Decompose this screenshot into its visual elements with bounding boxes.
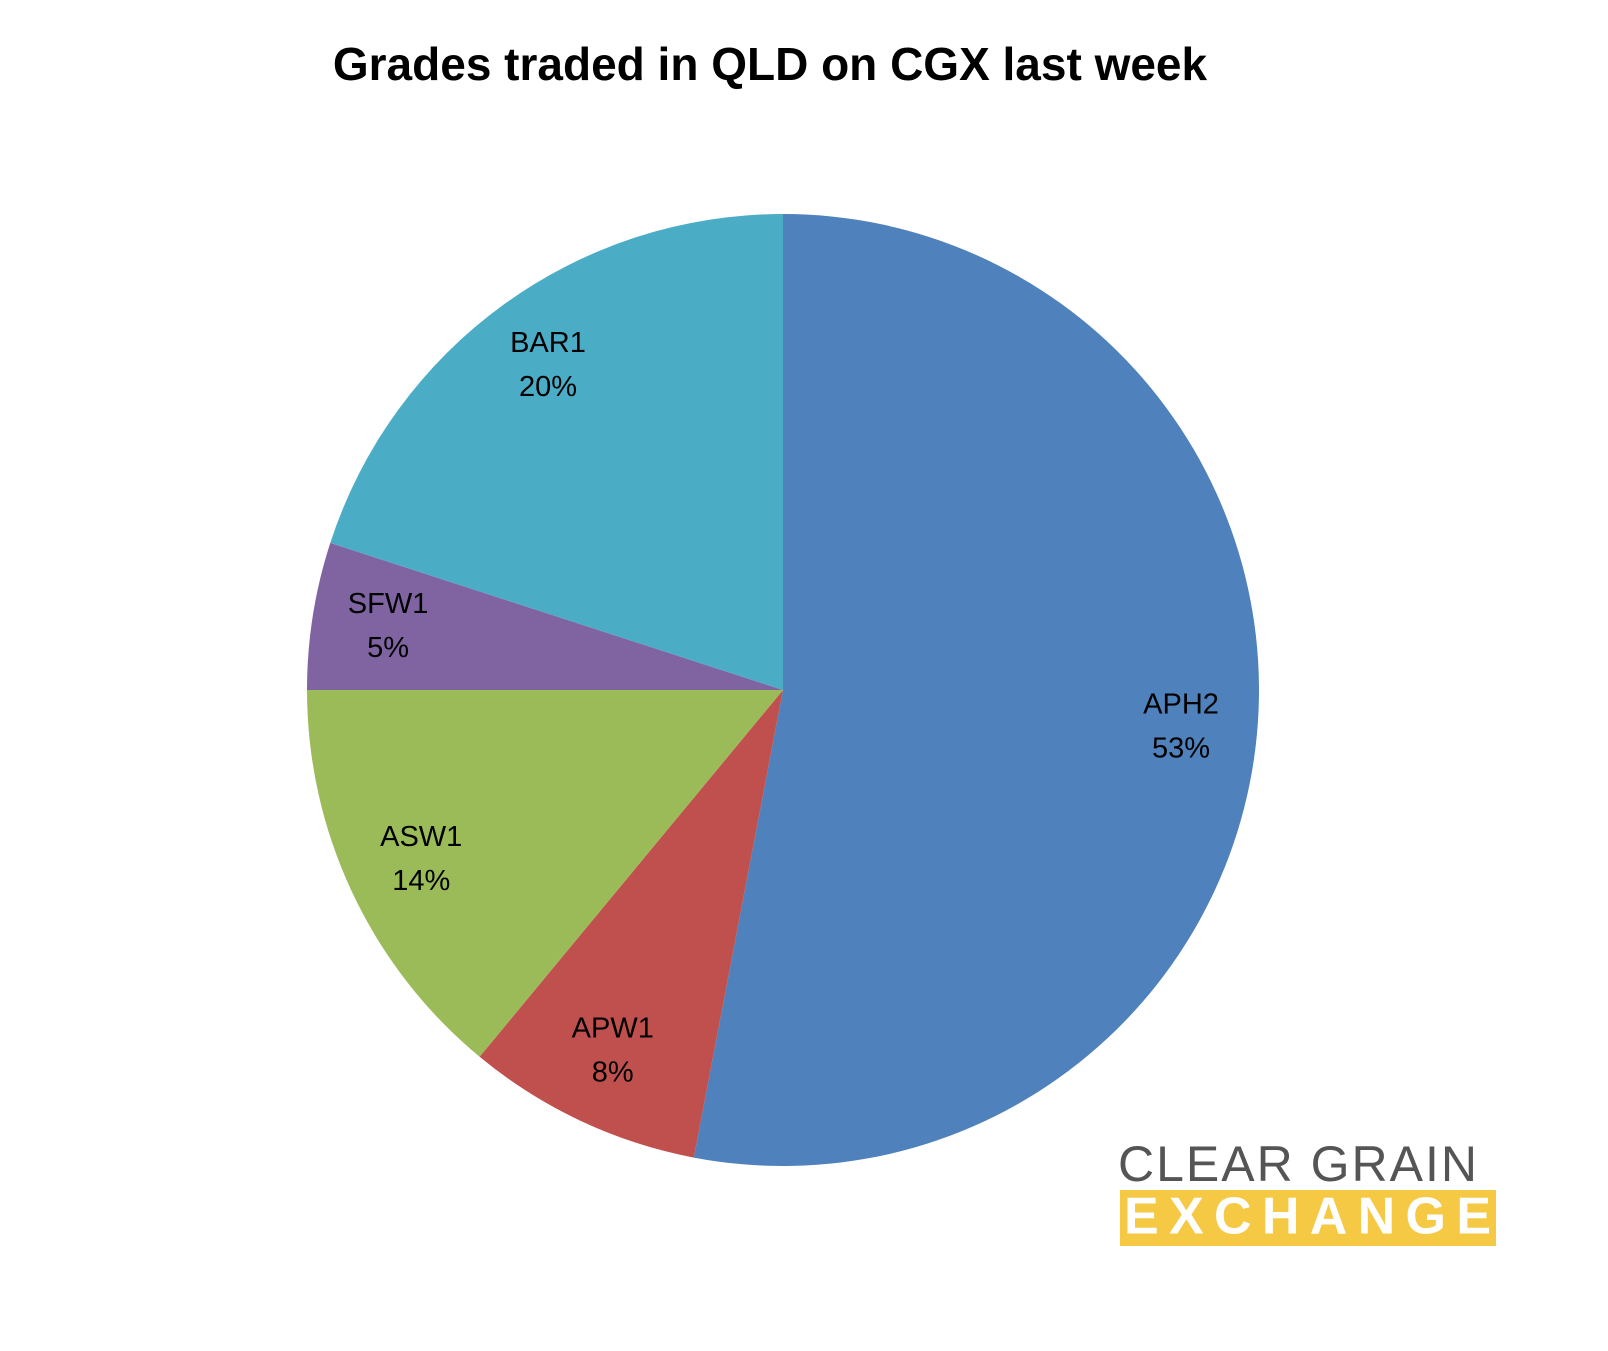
logo: CLEAR GRAIN EXCHANGE bbox=[1118, 1136, 1496, 1246]
slice-value-label: 5% bbox=[367, 632, 409, 664]
slice-value-label: 8% bbox=[592, 1056, 634, 1088]
pie-slice bbox=[330, 214, 783, 690]
chart-title: Grades traded in QLD on CGX last week bbox=[333, 38, 1208, 90]
pie-slice bbox=[307, 690, 783, 1057]
pie-slice bbox=[307, 542, 783, 690]
pie: APH2 53% APW1 8% ASW1 14% SFW1 5% BAR1 20% bbox=[307, 214, 1259, 1166]
slice-value-label: 53% bbox=[1152, 732, 1210, 764]
slice-value-label: 14% bbox=[392, 865, 450, 897]
logo-line1: CLEAR GRAIN bbox=[1118, 1136, 1479, 1192]
logo-band bbox=[1120, 1190, 1496, 1246]
slice-value-label: 20% bbox=[519, 371, 577, 403]
pie-slice bbox=[479, 690, 783, 1158]
slice-category: BAR1 bbox=[510, 327, 586, 359]
slice-category: APW1 bbox=[572, 1012, 654, 1044]
pie-slice bbox=[693, 214, 1259, 1166]
slice-category: SFW1 bbox=[348, 588, 429, 620]
slice-category: ASW1 bbox=[380, 821, 462, 853]
slice-category: APH2 bbox=[1143, 688, 1219, 720]
